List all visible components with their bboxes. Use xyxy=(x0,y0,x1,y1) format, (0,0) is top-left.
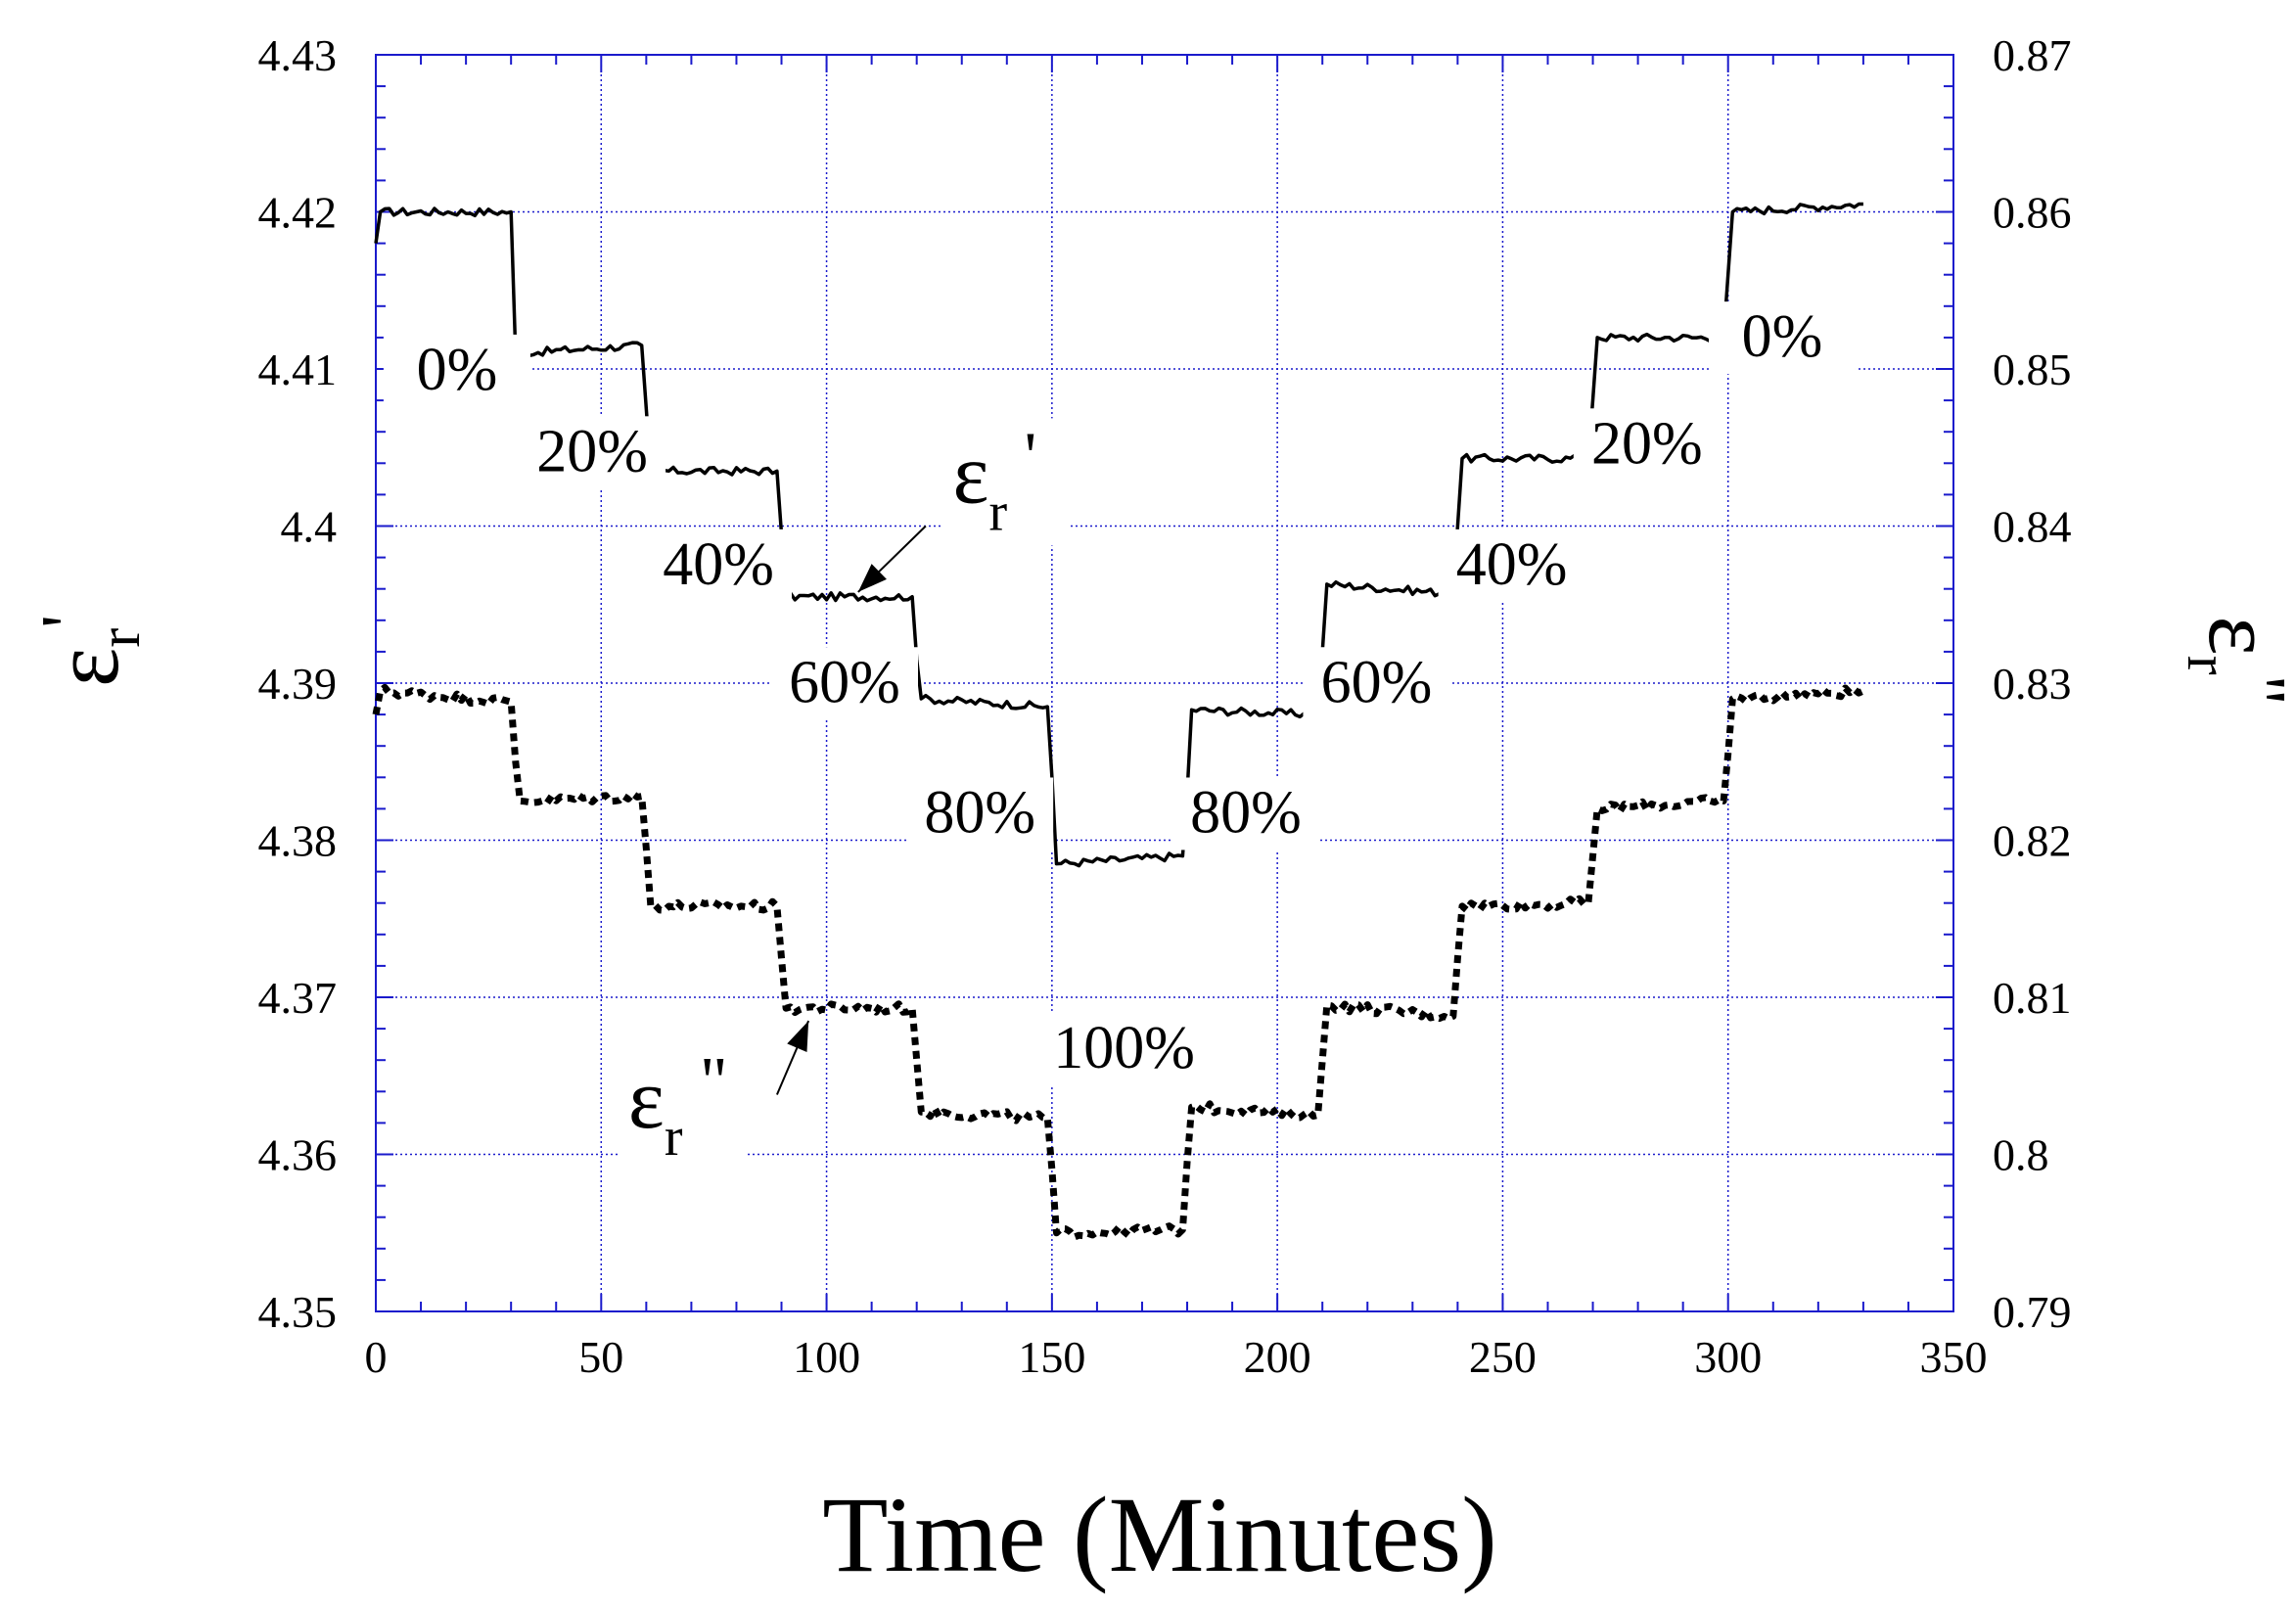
x-tick-label: 0 xyxy=(365,1332,388,1382)
callout-backing xyxy=(942,418,1071,546)
grid xyxy=(376,55,1953,1311)
percent-label: 60% xyxy=(789,649,900,715)
x-axis-title: Time (Minutes) xyxy=(822,1475,1497,1594)
percent-label-backing xyxy=(770,647,918,720)
y-left-tick-label: 4.39 xyxy=(258,659,338,709)
callout-backing xyxy=(618,1043,746,1171)
series-line-eps-double-prime xyxy=(372,683,1865,1241)
annotations: 0%20%40%60%80%100%80%60%40%20%0%εr 'εr " xyxy=(383,301,1856,1171)
percent-label-backing xyxy=(1050,1013,1198,1086)
percent-label: 80% xyxy=(1190,779,1302,846)
percent-label-backing xyxy=(645,528,793,602)
percent-label-backing xyxy=(1171,777,1319,850)
series-line-eps-prime xyxy=(374,202,1863,868)
percent-label: 100% xyxy=(1053,1015,1195,1081)
percent-label: 60% xyxy=(1321,649,1433,715)
y-left-tick-label: 4.43 xyxy=(258,30,338,80)
x-tick-label: 300 xyxy=(1694,1332,1762,1382)
y-left-tick-label: 4.36 xyxy=(258,1130,338,1180)
y-right-title-prime: " xyxy=(2219,675,2296,706)
y-left-tick-label: 4.41 xyxy=(258,344,338,394)
svg-text:εr': εr' xyxy=(26,615,152,687)
y-right-title-symbol: ε xyxy=(2189,616,2294,655)
percent-label-backing xyxy=(519,416,666,489)
percent-label: 0% xyxy=(417,337,498,403)
percent-label-backing xyxy=(1438,528,1585,602)
percent-label: 40% xyxy=(663,531,774,598)
y-left-tick-labels: 4.35 4.36 4.37 4.38 4.39 4.4 4.41 4.42 4.43 xyxy=(258,30,338,1337)
y-right-tick-label: 0.81 xyxy=(1993,973,2072,1023)
percent-label: 20% xyxy=(1591,410,1703,477)
x-tick-label: 100 xyxy=(793,1332,860,1382)
y-right-tick-label: 0.84 xyxy=(1993,502,2072,552)
y-right-tick-label: 0.82 xyxy=(1993,816,2072,866)
y-left-title-symbol: ε xyxy=(33,648,138,687)
y-left-tick-label: 4.35 xyxy=(258,1287,338,1337)
y-right-tick-label: 0.83 xyxy=(1993,659,2072,709)
y-right-tick-label: 0.85 xyxy=(1993,344,2072,394)
y-left-title-sub: r xyxy=(87,628,152,648)
y-left-axis-title: εr' xyxy=(26,615,152,687)
y-left-tick-label: 4.38 xyxy=(258,816,338,866)
callout-eps-prime: εr ' xyxy=(953,419,1037,542)
y-right-title-sub: r xyxy=(2176,656,2240,675)
percent-label: 0% xyxy=(1742,303,1823,370)
percent-label-backing xyxy=(1303,647,1450,720)
y-left-tick-label: 4.37 xyxy=(258,973,338,1023)
y-right-tick-labels: 0.79 0.8 0.81 0.82 0.83 0.84 0.85 0.86 0.87 xyxy=(1993,30,2072,1337)
x-tick-label: 200 xyxy=(1244,1332,1311,1382)
percent-label-backing xyxy=(1573,408,1721,482)
percent-label-backing xyxy=(906,777,1054,850)
y-right-tick-label: 0.87 xyxy=(1993,30,2072,80)
x-tick-label: 350 xyxy=(1920,1332,1988,1382)
y-right-tick-label: 0.79 xyxy=(1993,1287,2072,1337)
percent-label-backing xyxy=(383,334,530,407)
callout-eps-double-prime: εr " xyxy=(628,1044,728,1168)
x-tick-label: 150 xyxy=(1018,1332,1085,1382)
series-layer xyxy=(372,202,1865,1241)
percent-label: 20% xyxy=(536,418,648,484)
y-right-tick-label: 0.86 xyxy=(1993,188,2072,238)
y-right-tick-label: 0.8 xyxy=(1993,1130,2049,1180)
percent-label: 40% xyxy=(1456,531,1568,598)
x-tick-label: 250 xyxy=(1469,1332,1537,1382)
percent-label-backing xyxy=(1708,301,1856,375)
y-left-tick-label: 4.4 xyxy=(281,502,338,552)
percent-label: 80% xyxy=(924,779,1035,846)
svg-text:εr": εr" xyxy=(2176,616,2296,705)
y-right-axis-title: εr" xyxy=(2176,616,2296,705)
y-left-tick-label: 4.42 xyxy=(258,188,338,238)
x-tick-labels: 0 50 100 150 200 250 300 350 xyxy=(365,1332,1988,1382)
minor-ticks xyxy=(375,54,1954,1312)
y-left-title-prime: ' xyxy=(26,615,109,628)
x-tick-label: 50 xyxy=(578,1332,623,1382)
callout-arrowhead xyxy=(787,1021,809,1052)
callout-arrowhead xyxy=(857,564,887,592)
